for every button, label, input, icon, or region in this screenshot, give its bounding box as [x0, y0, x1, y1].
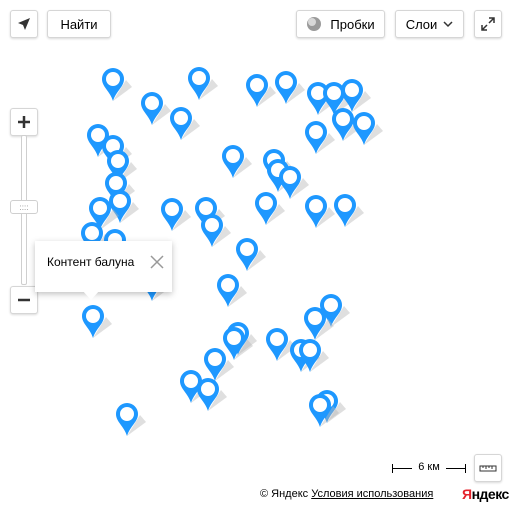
expand-icon [481, 17, 495, 31]
map-placemark[interactable] [100, 67, 132, 117]
zoom-slider-handle[interactable]: :::: [10, 200, 38, 214]
map-placemark[interactable] [195, 377, 227, 427]
map-placemark[interactable] [253, 191, 285, 241]
balloon-popup: Контент балуна [35, 241, 172, 300]
map-placemark[interactable] [297, 338, 329, 388]
map-placemark[interactable] [307, 393, 339, 443]
search-button-label: Найти [60, 16, 98, 32]
copyright-line: © Яндекс Условия использования [260, 488, 433, 500]
map-placemark[interactable] [159, 197, 191, 247]
search-button[interactable]: Найти [47, 10, 111, 38]
ruler-button[interactable] [474, 454, 502, 482]
map-placemark[interactable] [234, 237, 266, 287]
balloon-tail [82, 290, 100, 300]
map-placemark[interactable] [318, 293, 350, 343]
map-placemark[interactable] [332, 193, 364, 243]
chevron-down-icon [443, 20, 453, 28]
map-placemark[interactable] [87, 196, 119, 246]
map-placemark[interactable] [220, 144, 252, 194]
traffic-button[interactable]: Пробки [296, 10, 385, 38]
map-placemark[interactable] [199, 213, 231, 263]
balloon-content: Контент балуна [47, 255, 135, 269]
map-placemark[interactable] [303, 194, 335, 244]
layers-label: Слои [405, 16, 438, 32]
minus-icon [17, 293, 31, 307]
geolocation-button[interactable] [10, 10, 38, 38]
map-placemark[interactable] [339, 78, 371, 128]
map-placemark[interactable] [244, 73, 276, 123]
map-placemark[interactable] [202, 347, 234, 397]
close-icon[interactable] [149, 254, 165, 270]
fullscreen-button[interactable] [474, 10, 502, 38]
map-placemark[interactable] [186, 66, 218, 116]
map-placemark[interactable] [302, 306, 334, 356]
map-placemark[interactable] [80, 304, 112, 354]
map-placemark[interactable] [114, 402, 146, 452]
layers-dropdown[interactable]: Слои [395, 10, 464, 38]
arrow-icon [17, 17, 31, 31]
map-placemark[interactable] [107, 189, 139, 239]
map-placemark[interactable] [303, 120, 335, 170]
zoom-out-button[interactable] [10, 286, 38, 314]
traffic-label: Пробки [330, 16, 375, 32]
scale-label: 6 км [418, 461, 440, 473]
scale-line: 6 км [392, 460, 466, 476]
map-placemark[interactable] [277, 165, 309, 215]
map-placemark[interactable] [273, 70, 305, 120]
map-placemark[interactable] [215, 273, 247, 323]
map-placemark[interactable] [351, 111, 383, 161]
traffic-icon [306, 16, 322, 32]
map-placemark[interactable] [139, 91, 171, 141]
copyright-text: © Яндекс [260, 488, 309, 500]
zoom-in-button[interactable] [10, 108, 38, 136]
zoom-handle-grip: :::: [19, 202, 29, 212]
plus-icon [17, 115, 31, 129]
terms-link[interactable]: Условия использования [311, 488, 434, 500]
yandex-logo[interactable]: Яндекс [462, 486, 509, 502]
ruler-icon [479, 463, 497, 473]
map-placemark[interactable] [221, 326, 253, 376]
map-placemark[interactable] [168, 106, 200, 156]
